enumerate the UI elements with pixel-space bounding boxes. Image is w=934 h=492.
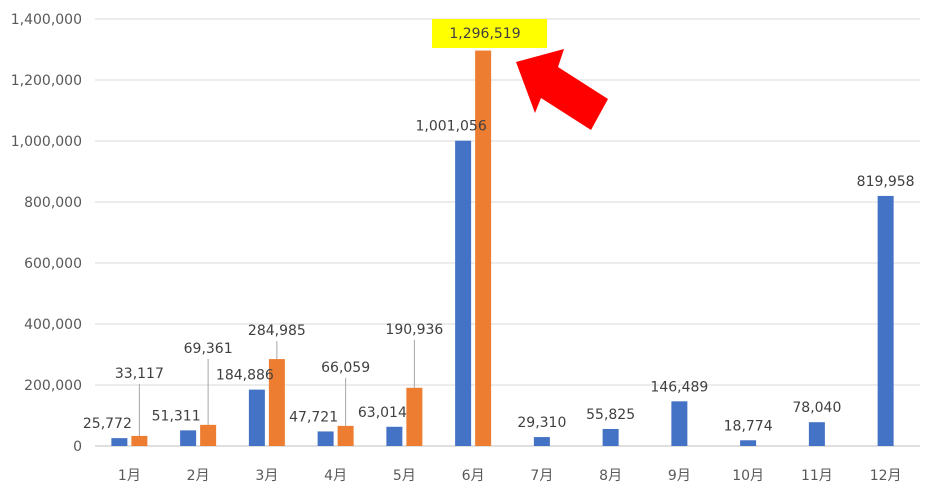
x-tick-label: 8月 <box>599 468 622 484</box>
bar-series-1 <box>386 426 403 446</box>
data-labels: 25,772 33,117 51,311 69,361 184,886 284,985 47… <box>83 119 915 435</box>
data-label-series-2: 33,117 <box>115 366 164 382</box>
data-label-series-2: 190,936 <box>385 322 443 338</box>
y-tick-label: 400,000 <box>24 317 82 333</box>
y-tick-label: 600,000 <box>24 256 82 272</box>
data-label-series-1: 146,489 <box>650 379 708 395</box>
x-tick-label: 6月 <box>462 468 485 484</box>
highlight-label: 1,296,519 <box>449 26 520 42</box>
y-tick-label: 800,000 <box>24 195 82 211</box>
y-tick-label: 1,400,000 <box>11 12 82 28</box>
x-tick-label: 9月 <box>668 468 691 484</box>
bar-series-2 <box>337 425 354 446</box>
y-tick-label: 200,000 <box>24 378 82 394</box>
bar-series-2 <box>268 359 285 446</box>
data-label-series-1: 1,001,056 <box>415 119 486 135</box>
bar-series-1 <box>180 430 197 446</box>
x-tick-label: 1月 <box>118 468 141 484</box>
data-label-series-2: 69,361 <box>184 341 233 357</box>
bar-series-1 <box>808 422 825 446</box>
leader-lines <box>138 339 415 436</box>
x-tick-label: 4月 <box>324 468 347 484</box>
x-tick-label: 3月 <box>255 468 278 484</box>
x-tick-label: 11月 <box>801 468 833 484</box>
bar-series-2 <box>200 424 217 446</box>
x-tick-label: 7月 <box>530 468 553 484</box>
y-tick-label: 1,000,000 <box>11 134 82 150</box>
data-label-series-1: 29,310 <box>517 415 566 431</box>
x-tick-label: 2月 <box>187 468 210 484</box>
bar-series-2 <box>406 387 423 446</box>
bar-series-1 <box>317 431 334 446</box>
bar-series-1 <box>111 438 128 446</box>
data-label-series-1: 184,886 <box>216 368 274 384</box>
data-label-series-1: 51,311 <box>152 408 201 424</box>
bar-series-1 <box>740 440 757 446</box>
red-arrow-icon <box>516 49 608 130</box>
x-tick-label: 10月 <box>732 468 764 484</box>
bar-series-2 <box>475 50 492 446</box>
data-label-series-1: 47,721 <box>289 409 338 425</box>
bar-series-1 <box>671 401 688 446</box>
bar-series-2 <box>131 435 148 446</box>
bar-series-1 <box>602 428 619 446</box>
bar-series-1 <box>533 437 550 446</box>
x-axis: 1月 2月 3月 4月 5月 6月 7月 8月 9月 10月 11月 12月 <box>118 468 902 484</box>
bars <box>111 50 894 446</box>
highlight-box <box>432 19 547 48</box>
data-label-series-2: 66,059 <box>321 360 370 376</box>
data-label-series-1: 78,040 <box>792 400 841 416</box>
data-label-series-1: 63,014 <box>358 405 407 421</box>
data-label-series-1: 25,772 <box>83 416 132 432</box>
annotations: 1,296,519 <box>432 19 608 130</box>
y-axis: 0 200,000 400,000 600,000 800,000 1,000,000 1,… <box>11 12 82 455</box>
data-label-series-1: 55,825 <box>586 407 635 423</box>
x-tick-label: 5月 <box>393 468 416 484</box>
data-label-series-1: 819,958 <box>857 174 915 190</box>
bar-series-1 <box>248 389 265 446</box>
y-tick-label: 0 <box>73 439 82 455</box>
bar-series-1 <box>877 195 894 446</box>
y-tick-label: 1,200,000 <box>11 73 82 89</box>
gridlines <box>95 18 920 447</box>
bar-series-1 <box>455 140 472 446</box>
data-label-series-1: 18,774 <box>724 418 773 434</box>
x-tick-label: 12月 <box>870 468 902 484</box>
data-label-series-2: 284,985 <box>248 323 306 339</box>
